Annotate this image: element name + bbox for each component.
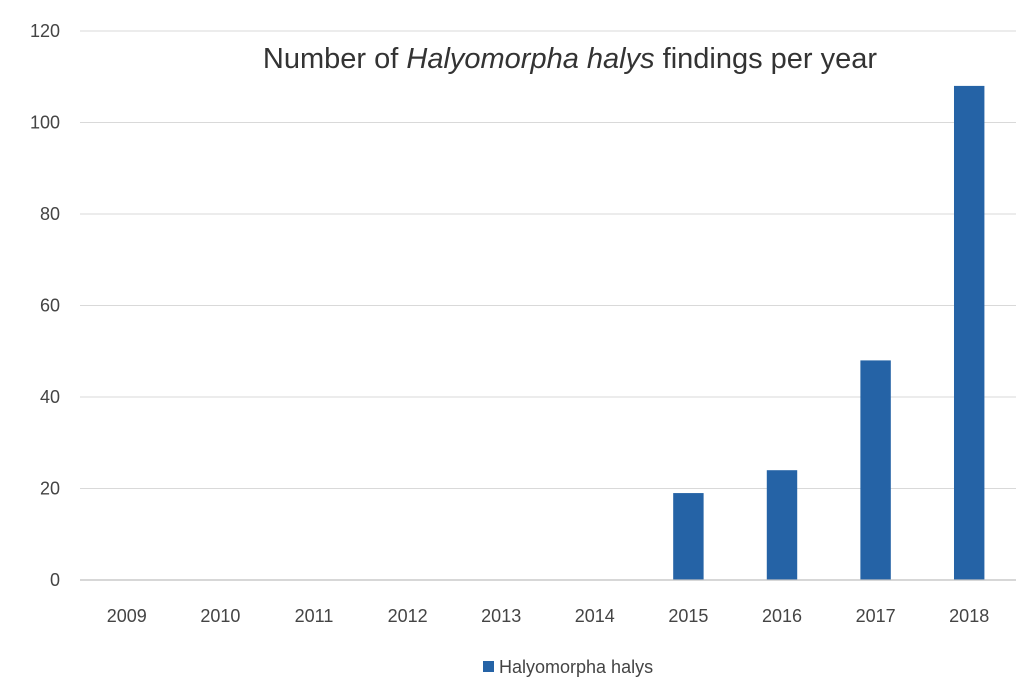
y-tick-label: 80 <box>40 204 60 224</box>
x-tick-label: 2016 <box>762 606 802 626</box>
bar-2018 <box>953 85 985 581</box>
y-gridlines <box>80 30 1016 489</box>
y-tick-label: 60 <box>40 296 60 316</box>
bar-2015 <box>673 493 704 580</box>
x-tick-label: 2010 <box>200 606 240 626</box>
chart-title-suffix: findings per year <box>655 43 878 75</box>
y-tick-label: 120 <box>30 21 60 41</box>
legend-label: Halyomorpha halys <box>499 657 653 677</box>
chart-title-prefix: Number of <box>263 43 406 75</box>
bar-2016 <box>766 470 798 580</box>
legend: Halyomorpha halys <box>483 657 653 677</box>
x-tick-label: 2015 <box>668 606 708 626</box>
x-tick-label: 2014 <box>575 606 615 626</box>
x-tick-label: 2018 <box>949 606 989 626</box>
x-tick-label: 2011 <box>295 606 334 626</box>
x-tick-label: 2012 <box>388 606 428 626</box>
bar-2017 <box>860 360 891 580</box>
x-tick-label: 2013 <box>481 606 521 626</box>
y-tick-label: 40 <box>40 387 60 407</box>
y-tick-label: 100 <box>30 113 60 133</box>
x-axis-tick-labels: 2009 2010 2011 2012 2013 2014 2015 2016 2017 2018 <box>107 606 989 626</box>
y-tick-label: 20 <box>40 479 60 499</box>
y-axis-tick-labels: 0 20 40 60 80 100 120 <box>30 21 60 590</box>
y-tick-label: 0 <box>50 570 60 590</box>
bar-series <box>673 85 985 581</box>
x-tick-label: 2009 <box>107 606 147 626</box>
chart-title: Number of Halyomorpha halys findings per… <box>263 43 877 75</box>
chart-title-italic: Halyomorpha halys <box>406 43 654 75</box>
legend-swatch <box>483 661 494 672</box>
x-tick-label: 2017 <box>856 606 896 626</box>
